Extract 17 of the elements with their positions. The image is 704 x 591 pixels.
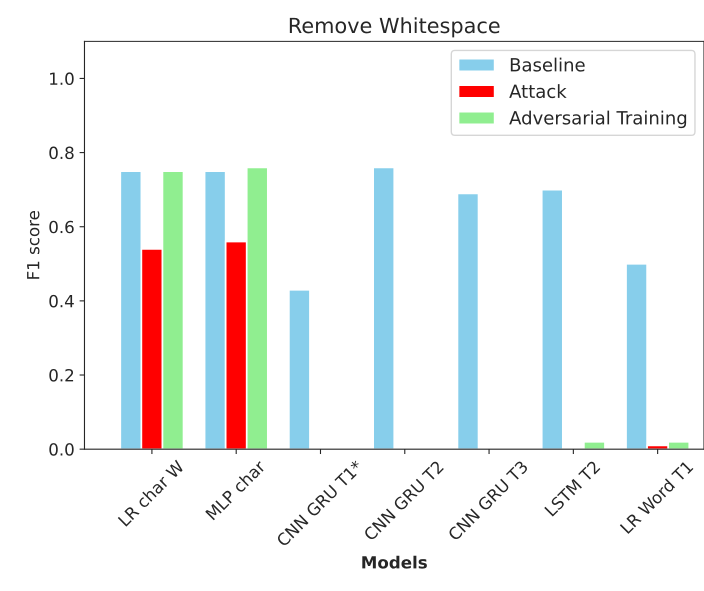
bar bbox=[456, 192, 480, 450]
y-tick-label: 0.4 bbox=[49, 294, 74, 308]
y-axis-title: F1 score bbox=[27, 211, 40, 279]
bar bbox=[540, 188, 564, 450]
chart-title: Remove Whitespace bbox=[290, 17, 500, 38]
y-tick-label: 1.0 bbox=[50, 72, 74, 86]
legend-label: Adversarial Training bbox=[509, 110, 686, 128]
legend-label: Attack bbox=[509, 84, 567, 98]
bar bbox=[288, 288, 311, 450]
y-tick-label: 0.0 bbox=[49, 443, 74, 456]
bar bbox=[372, 166, 396, 450]
x-axis-title: Models bbox=[362, 556, 427, 569]
legend-label: Baseline bbox=[510, 58, 585, 72]
y-tick-label: 0.2 bbox=[49, 368, 74, 382]
bar bbox=[583, 440, 606, 450]
y-tick-label: 0.8 bbox=[49, 146, 74, 160]
y-tick-label: 0.6 bbox=[49, 220, 74, 234]
